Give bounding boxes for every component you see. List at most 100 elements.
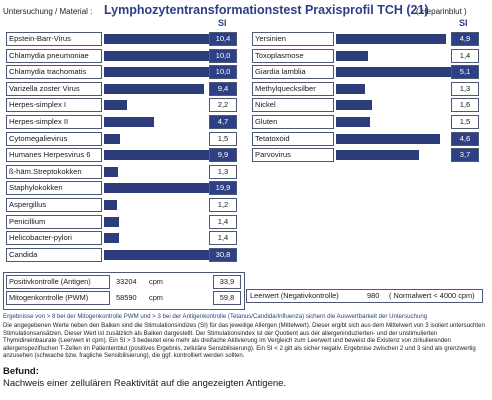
si-value: 10,4 bbox=[209, 32, 237, 46]
allergen-row: Herpes-simplex II 4,7 bbox=[6, 114, 238, 129]
si-bar bbox=[104, 249, 210, 260]
allergen-row: Chlamydia trachomatis 10,0 bbox=[6, 65, 238, 80]
allergen-label: Chlamydia trachomatis bbox=[6, 65, 102, 80]
allergen-label: Staphylokokken bbox=[6, 181, 102, 196]
sample-type: ( Heparinblut ) bbox=[416, 7, 467, 16]
explanation-paragraph: Die angegebenen Werte neben den Balken s… bbox=[3, 322, 485, 360]
si-value: 1,2 bbox=[209, 197, 237, 212]
allergen-label: Tetatoxoid bbox=[252, 131, 334, 146]
si-value: 2,2 bbox=[209, 98, 237, 113]
allergen-row: Yersinien 4,9 bbox=[252, 32, 482, 46]
mitogen-control-label: Mitogenkontrolle (PWM) bbox=[6, 291, 110, 305]
allergen-label: Herpes-simplex II bbox=[6, 114, 102, 129]
allergen-label: Epstein-Barr-Virus bbox=[6, 32, 102, 46]
si-bar bbox=[104, 183, 210, 194]
allergen-label: Helicobacter-pylori bbox=[6, 231, 102, 246]
si-header-right: SI bbox=[459, 18, 468, 28]
allergen-label: Varizella zoster Virus bbox=[6, 81, 102, 96]
si-value: 19,9 bbox=[209, 181, 237, 196]
right-allergen-column: Yersinien 4,9 Toxoplasmose 1,4 Giardia lambl… bbox=[252, 32, 482, 165]
positive-control-label: Positivkontrolle (Antigen) bbox=[6, 275, 110, 289]
allergen-row: Humanes Herpesvirus 6 9,9 bbox=[6, 148, 238, 163]
si-value: 1,4 bbox=[209, 231, 237, 246]
left-allergen-column: Epstein-Barr-Virus 10,4 Chlamydia pneumoni… bbox=[6, 32, 238, 264]
si-value: 1,5 bbox=[209, 131, 237, 146]
si-bar bbox=[336, 34, 447, 44]
allergen-label: ß-häm.Streptokokken bbox=[6, 164, 102, 179]
leerwert-label: Leerwert (Negativkontrolle) bbox=[250, 291, 339, 300]
si-bar bbox=[104, 233, 119, 244]
allergen-row: Tetatoxoid 4,6 bbox=[252, 131, 482, 146]
allergen-row: Epstein-Barr-Virus 10,4 bbox=[6, 32, 238, 46]
allergen-label: Aspergillus bbox=[6, 197, 102, 212]
si-value: 1,3 bbox=[209, 164, 237, 179]
si-bar bbox=[104, 67, 210, 78]
allergen-label: Candida bbox=[6, 247, 102, 262]
mitogen-control-unit: cpm bbox=[149, 293, 163, 302]
si-value: 1,5 bbox=[451, 114, 479, 129]
si-bar bbox=[104, 216, 119, 227]
si-value: 5,1 bbox=[451, 65, 479, 80]
controls-box bbox=[3, 272, 245, 310]
si-value: 4,9 bbox=[451, 32, 479, 46]
si-value: 4,7 bbox=[209, 114, 237, 129]
mitogen-control-cpm: 58590 bbox=[116, 293, 137, 302]
si-bar bbox=[104, 116, 154, 127]
si-bar bbox=[104, 199, 117, 210]
report-header: Untersuchung / Material : Lymphozytentra… bbox=[0, 3, 492, 19]
allergen-row: Methylquecksilber 1,3 bbox=[252, 81, 482, 96]
si-value: 1,6 bbox=[451, 98, 479, 113]
si-bar bbox=[104, 34, 210, 44]
leerwert-box: Leerwert (Negativkontrolle) 980 ( Normal… bbox=[246, 289, 483, 303]
report-title: Lymphozytentransformationstest Praxispro… bbox=[104, 3, 429, 17]
positive-control-row: Positivkontrolle (Antigen) 33204 cpm 33,… bbox=[6, 275, 242, 289]
si-value: 1,4 bbox=[209, 214, 237, 229]
positive-control-unit: cpm bbox=[149, 277, 163, 286]
si-bar bbox=[104, 166, 118, 177]
si-value: 9,9 bbox=[209, 148, 237, 163]
allergen-row: Parvovirus 3,7 bbox=[252, 148, 482, 163]
allergen-label: Parvovirus bbox=[252, 148, 334, 163]
allergen-row: Toxoplasmose 1,4 bbox=[252, 48, 482, 63]
si-bar bbox=[104, 50, 210, 61]
si-bar bbox=[336, 100, 372, 111]
allergen-row: Helicobacter-pylori 1,4 bbox=[6, 231, 238, 246]
allergen-label: Chlamydia pneumoniae bbox=[6, 48, 102, 63]
befund-title: Befund: bbox=[3, 366, 39, 377]
si-bar bbox=[336, 116, 370, 127]
si-value: 30,8 bbox=[209, 247, 237, 262]
si-value: 1,3 bbox=[451, 81, 479, 96]
mitogen-control-value: 59,8 bbox=[213, 291, 241, 305]
allergen-row: Aspergillus 1,2 bbox=[6, 197, 238, 212]
leerwert-value: 980 bbox=[367, 291, 380, 300]
si-value: 10,0 bbox=[209, 65, 237, 80]
si-bar bbox=[336, 150, 420, 161]
allergen-label: Penicillium bbox=[6, 214, 102, 229]
allergen-label: Nickel bbox=[252, 98, 334, 113]
allergen-row: Cytomegalievirus 1,5 bbox=[6, 131, 238, 146]
si-header-left: SI bbox=[218, 18, 227, 28]
allergen-row: ß-häm.Streptokokken 1,3 bbox=[6, 164, 238, 179]
allergen-row: Staphylokokken 19,9 bbox=[6, 181, 238, 196]
mitogen-control-row: Mitogenkontrolle (PWM) 58590 cpm 59,8 bbox=[6, 291, 242, 305]
allergen-row: Herpes-simplex I 2,2 bbox=[6, 98, 238, 113]
allergen-row: Nickel 1,6 bbox=[252, 98, 482, 113]
si-bar bbox=[336, 133, 440, 144]
befund-text: Nachweis einer zellulären Reaktivität au… bbox=[3, 378, 287, 389]
allergen-row: Chlamydia pneumoniae 10,0 bbox=[6, 48, 238, 63]
si-bar bbox=[104, 83, 204, 94]
si-value: 3,7 bbox=[451, 148, 479, 163]
allergen-row: Gluten 1,5 bbox=[252, 114, 482, 129]
allergen-label: Methylquecksilber bbox=[252, 81, 334, 96]
si-bar bbox=[336, 50, 368, 61]
allergen-row: Varizella zoster Virus 9,4 bbox=[6, 81, 238, 96]
positive-control-cpm: 33204 bbox=[116, 277, 137, 286]
si-bar bbox=[336, 67, 451, 78]
validity-note: Ergebnisse von > 8 bei der Mitogenkontro… bbox=[3, 313, 428, 320]
allergen-label: Humanes Herpesvirus 6 bbox=[6, 148, 102, 163]
allergen-label: Yersinien bbox=[252, 32, 334, 46]
allergen-label: Gluten bbox=[252, 114, 334, 129]
allergen-row: Giardia lamblia 5,1 bbox=[252, 65, 482, 80]
si-bar bbox=[104, 150, 209, 161]
si-bar bbox=[104, 133, 120, 144]
